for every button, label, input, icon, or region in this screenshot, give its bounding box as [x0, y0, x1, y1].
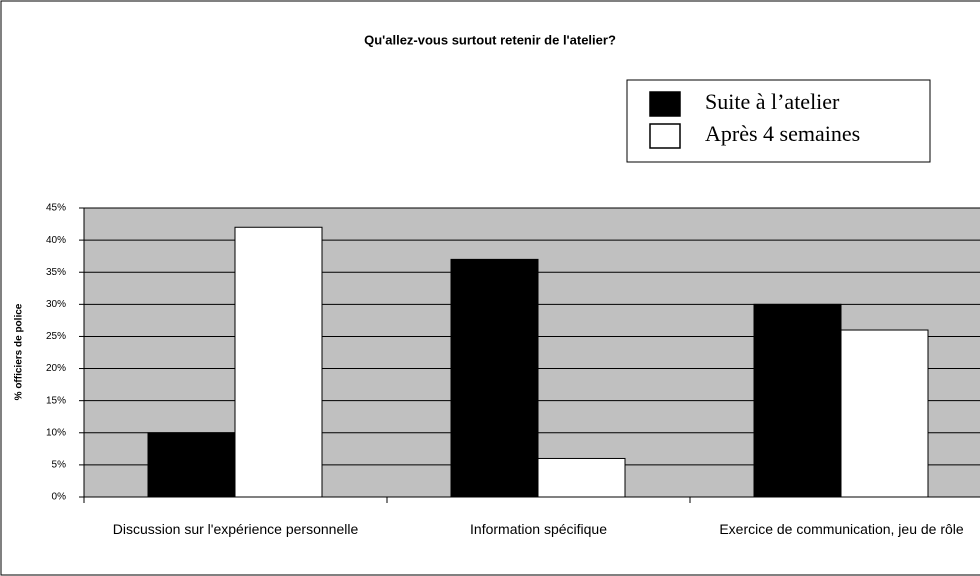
bar	[537, 457, 626, 498]
chart-title: Qu'allez-vous surtout retenir de l'ateli…	[364, 32, 616, 47]
legend-swatch	[649, 123, 681, 149]
y-tick-label: 30%	[46, 299, 66, 310]
x-tick-label: Discussion sur l'expérience personnelle	[112, 521, 359, 537]
bar	[840, 329, 929, 498]
y-tick-label: 20%	[46, 363, 66, 374]
x-tick-label: Information spécifique	[470, 521, 607, 537]
y-tick-label: 10%	[46, 427, 66, 438]
bar	[753, 303, 842, 498]
y-tick-label: 40%	[46, 235, 66, 246]
y-tick-label: 35%	[46, 267, 66, 278]
y-tick-label: 25%	[46, 331, 66, 342]
y-tick-label: 5%	[52, 460, 67, 471]
y-tick-label: 0%	[52, 492, 67, 503]
bar	[147, 432, 236, 498]
x-tick-label: Exercice de communication, jeu de rôle	[719, 521, 964, 537]
legend-label: Suite à l’atelier	[705, 89, 840, 114]
y-tick-label: 15%	[46, 395, 66, 406]
y-axis-label: % officiers de police	[14, 303, 25, 400]
bar	[450, 258, 539, 498]
legend-swatch	[649, 91, 681, 117]
bar	[234, 226, 323, 498]
y-tick-label: 45%	[46, 203, 66, 214]
legend-label: Après 4 semaines	[705, 121, 860, 146]
